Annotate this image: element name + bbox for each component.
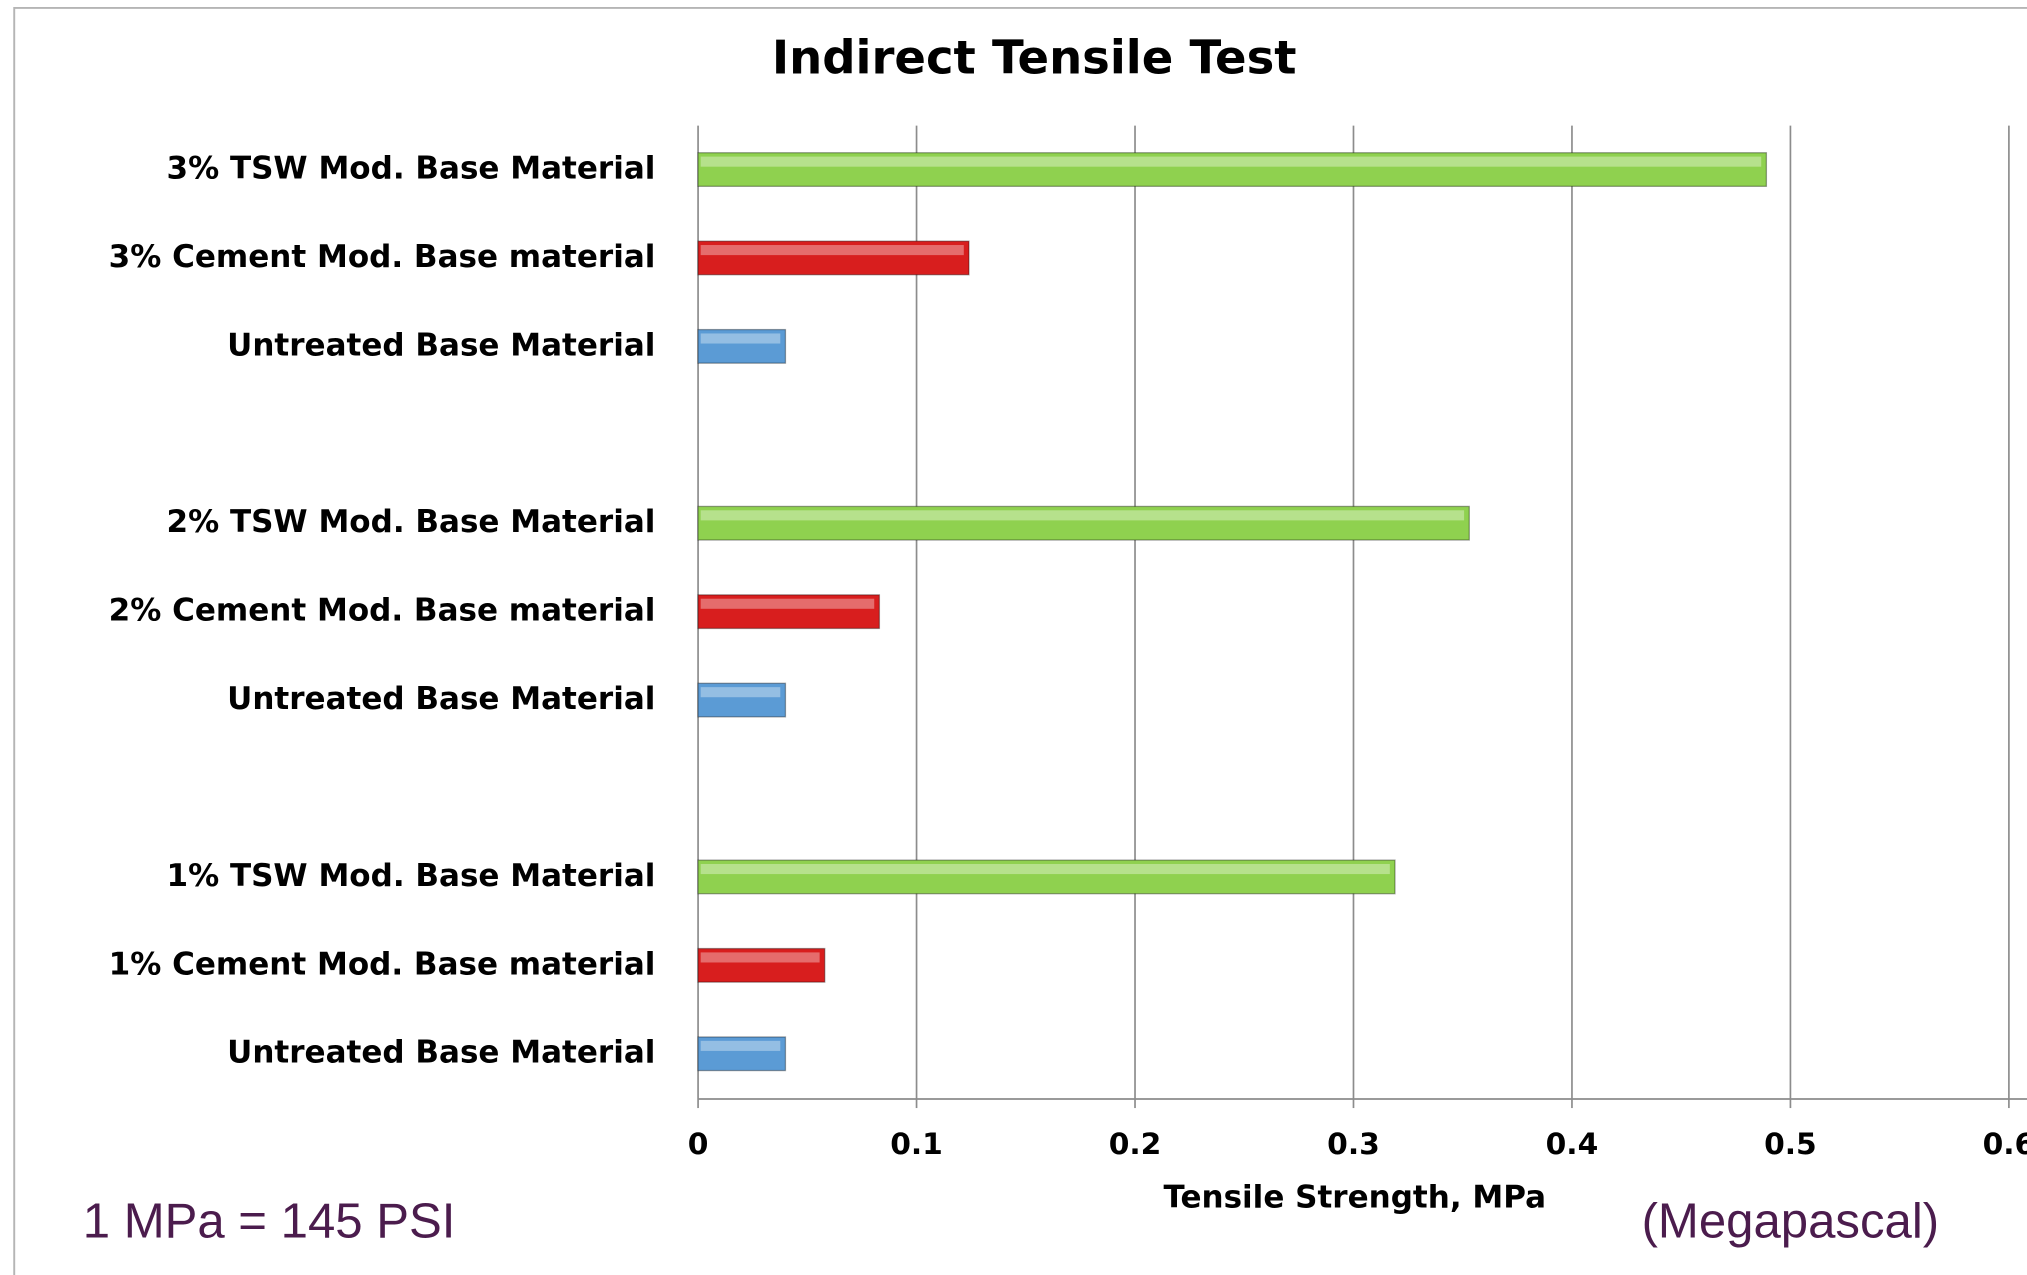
bar [697,1036,787,1072]
bar [697,240,970,276]
y-tick-label: 1% TSW Mod. Base Material [166,858,655,894]
bar [697,505,1470,541]
bar-highlight [700,510,1465,521]
bar-highlight [700,333,781,344]
bar [697,152,1768,187]
y-tick-label: 2% Cement Mod. Base material [109,593,656,629]
bar-highlight [700,687,781,698]
y-tick-label: Untreated Base Material [227,327,655,363]
bar [697,859,1396,895]
y-tick-label: 3% TSW Mod. Base Material [166,151,655,187]
bar-highlight [700,1040,781,1051]
y-tick-label: Untreated Base Material [227,681,655,717]
bar-highlight [700,156,1762,167]
bar [697,947,826,983]
bar [697,594,881,630]
bar-highlight [700,598,875,609]
x-tick-label: 0.6 [1983,1127,2027,1162]
frame [13,6,2027,1275]
bar-highlight [700,245,964,256]
x-axis-label: Tensile Strength, MPa [1163,1180,1546,1216]
x-tick-label: 0.4 [1546,1127,1599,1162]
chart-title: Indirect Tensile Test [772,30,1297,84]
annotation: (Megapascal) [1642,1194,1940,1248]
y-tick-label: Untreated Base Material [227,1035,655,1071]
x-tick-label: 0 [688,1127,709,1162]
bar [697,328,787,364]
bar-highlight [700,863,1390,875]
bar-highlight [700,952,820,963]
y-tick-label: 2% TSW Mod. Base Material [166,504,655,540]
y-tick-label: 1% Cement Mod. Base material [109,946,656,982]
bar [697,682,787,718]
x-tick-label: 0.5 [1764,1127,1817,1162]
annotation: 1 MPa = 145 PSI [83,1194,456,1248]
x-tick-label: 0.3 [1327,1127,1380,1162]
y-tick-label: 3% Cement Mod. Base material [109,239,656,275]
x-tick-label: 0.1 [890,1127,943,1162]
x-tick-label: 0.2 [1109,1127,1162,1162]
